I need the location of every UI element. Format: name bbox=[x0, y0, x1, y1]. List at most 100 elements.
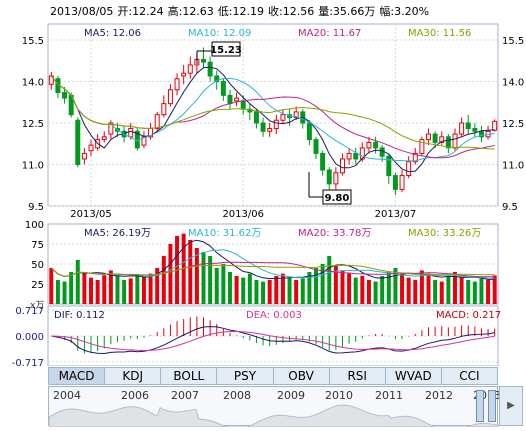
candle-body bbox=[340, 158, 345, 174]
candle-body bbox=[128, 128, 134, 138]
price-tick-label: 12.5 bbox=[22, 119, 44, 130]
volume-bar bbox=[228, 272, 232, 304]
price-tick-label: 14.0 bbox=[502, 78, 524, 89]
price-tick-label: 9.5 bbox=[502, 202, 518, 213]
tab-macd[interactable]: MACD bbox=[49, 368, 106, 384]
candle-body bbox=[439, 136, 445, 143]
volume-unit: x万 bbox=[30, 301, 44, 311]
tab-psy[interactable]: PSY bbox=[217, 368, 274, 384]
candle-body bbox=[75, 119, 81, 165]
price-tick-label: 12.5 bbox=[502, 119, 524, 130]
tab-cci[interactable]: CCI bbox=[459, 369, 480, 383]
vol-legend-ma30: MA30: 33.26万 bbox=[408, 228, 481, 239]
tab-kdj[interactable]: KDJ bbox=[105, 368, 162, 384]
candle-body bbox=[419, 139, 425, 154]
candle-body bbox=[373, 141, 379, 149]
volume-bar bbox=[380, 276, 385, 304]
price-tick-label: 15.5 bbox=[22, 36, 44, 47]
volume-bar bbox=[439, 281, 444, 304]
tab-rsi[interactable]: RSI bbox=[330, 368, 386, 384]
volume-bar bbox=[400, 273, 405, 304]
price-grid bbox=[48, 24, 498, 366]
volume-bar bbox=[360, 276, 365, 304]
candle-body bbox=[412, 152, 418, 163]
high-label: 15.23 bbox=[210, 45, 242, 56]
candle-body bbox=[492, 120, 498, 131]
volume-bar bbox=[366, 280, 371, 304]
quote-high: 高:12.63 bbox=[167, 5, 214, 18]
high-annotation: 15.23 bbox=[196, 41, 242, 64]
volume-bar bbox=[188, 240, 193, 304]
candle-body bbox=[353, 152, 359, 160]
timeline-sparkline bbox=[49, 404, 499, 427]
volume-bar bbox=[426, 273, 431, 304]
macd-tick-label: 0.717 bbox=[15, 306, 44, 317]
range-handle-right[interactable] bbox=[488, 390, 496, 422]
candle-body bbox=[101, 136, 107, 141]
volume-bar bbox=[161, 256, 166, 304]
volume-ma-lines bbox=[50, 239, 495, 281]
scroll-right-button[interactable]: ▶ bbox=[499, 386, 523, 426]
quote-change: 幅:3.20% bbox=[379, 5, 430, 18]
volume-bar bbox=[148, 273, 153, 304]
timeline-years: 2004 2006 2007 2008 2009 2010 2011 2012 2013 bbox=[49, 389, 501, 402]
volume-bar bbox=[406, 277, 411, 304]
volume-bar bbox=[95, 280, 100, 304]
timeline-navigator[interactable]: 2004 2006 2007 2008 2009 2010 2011 2012 2013 bbox=[48, 386, 501, 427]
volume-bar bbox=[108, 270, 113, 304]
volume-axis: 25 50 75 100 bbox=[25, 220, 44, 291]
volume-ma30-line bbox=[50, 264, 495, 278]
candle-body bbox=[214, 75, 220, 83]
volume-bar bbox=[486, 280, 491, 304]
volume-bar bbox=[135, 274, 140, 304]
candle-body bbox=[108, 122, 114, 135]
indicator-tabs: MACD KDJ BOLL PSY OBV RSI WVAD CCI bbox=[48, 367, 498, 385]
volume-bar bbox=[254, 280, 259, 304]
volume-bars bbox=[49, 233, 497, 304]
volume-bar bbox=[446, 276, 451, 304]
candle-body bbox=[187, 64, 193, 74]
volume-bar bbox=[280, 273, 285, 304]
volume-bar bbox=[155, 268, 160, 304]
volume-bar bbox=[472, 281, 477, 304]
price-tick-label: 11.0 bbox=[502, 161, 524, 172]
ma10-line bbox=[50, 75, 495, 162]
volume-bar bbox=[294, 280, 299, 304]
volume-bar bbox=[75, 260, 80, 304]
candle-body bbox=[253, 111, 259, 124]
tab-obv[interactable]: OBV bbox=[274, 368, 330, 384]
volume-bar bbox=[347, 273, 352, 304]
timeline-year-label: 2009 bbox=[277, 389, 305, 402]
candle-body bbox=[201, 58, 207, 63]
candle-body bbox=[267, 128, 273, 132]
candle-body bbox=[207, 61, 213, 77]
macd-tick-label: -0.717 bbox=[12, 358, 44, 366]
volume-bar bbox=[419, 270, 424, 304]
macd-legend: DIF: 0.112 DEA: 0.003 MACD: 0.217 bbox=[54, 310, 501, 321]
range-handle-left[interactable] bbox=[476, 390, 484, 422]
tab-boll[interactable]: BOLL bbox=[161, 368, 218, 384]
quote-open: 开:12.24 bbox=[117, 5, 164, 18]
candle-body bbox=[280, 114, 286, 121]
macd-tick-label: 0.000 bbox=[15, 332, 44, 343]
volume-bar bbox=[274, 276, 279, 304]
candle-body bbox=[154, 114, 160, 130]
price-tick-label: 14.0 bbox=[22, 78, 44, 89]
candle-body bbox=[227, 94, 233, 105]
tab-wvad[interactable]: WVAD bbox=[386, 368, 442, 384]
vol-legend-ma20: MA20: 33.78万 bbox=[298, 228, 371, 239]
candle-body bbox=[459, 122, 465, 135]
volume-bar bbox=[122, 280, 127, 304]
volume-bar bbox=[413, 280, 418, 304]
date-tick-label: 2013/06 bbox=[222, 209, 264, 220]
volume-legend: MA5: 26.19万 MA10: 31.62万 MA20: 33.78万 MA… bbox=[84, 228, 481, 239]
timeline-year-label: 2012 bbox=[425, 389, 453, 402]
volume-grid bbox=[48, 243, 498, 285]
legend-ma10: MA10: 12.09 bbox=[188, 28, 251, 39]
stock-chart[interactable]: 9.511.012.514.015.5 9.511.012.514.015.5 … bbox=[0, 0, 526, 366]
price-panel[interactable] bbox=[47, 23, 499, 207]
price-axis-right: 9.5 11.0 12.5 14.0 15.5 bbox=[502, 36, 524, 213]
candle-body bbox=[62, 92, 68, 99]
dif-line bbox=[51, 326, 495, 355]
candle-body bbox=[313, 139, 319, 154]
